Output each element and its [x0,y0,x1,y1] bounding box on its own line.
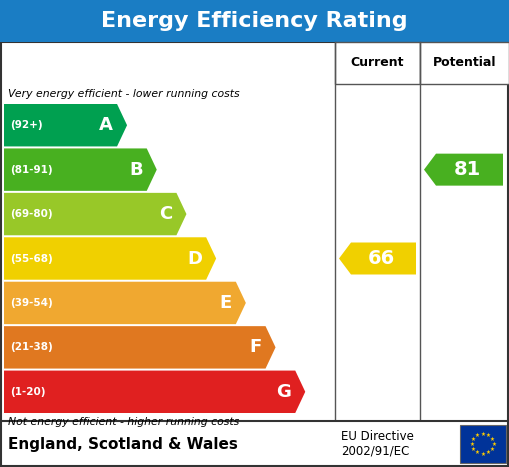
Text: Very energy efficient - lower running costs: Very energy efficient - lower running co… [8,89,240,99]
Text: C: C [159,205,173,223]
Text: 81: 81 [454,160,481,179]
Text: ★: ★ [486,433,491,438]
Text: G: G [276,383,291,401]
Bar [1,421,508,466]
Polygon shape [4,371,305,413]
Text: ★: ★ [492,441,496,446]
Text: ★: ★ [471,437,476,441]
Polygon shape [4,104,127,147]
Text: (81-91): (81-91) [10,165,52,175]
Polygon shape [4,193,186,235]
Text: ★: ★ [490,446,495,452]
Text: ★: ★ [480,432,486,437]
Text: ★: ★ [475,433,480,438]
Text: Energy Efficiency Rating: Energy Efficiency Rating [101,11,408,31]
Text: ★: ★ [490,437,495,441]
Polygon shape [4,149,157,191]
Polygon shape [339,242,416,275]
Text: (21-38): (21-38) [10,342,53,353]
Text: EU Directive
2002/91/EC: EU Directive 2002/91/EC [341,430,414,458]
Text: (92+): (92+) [10,120,43,130]
Text: B: B [129,161,143,179]
Text: England, Scotland & Wales: England, Scotland & Wales [8,437,238,452]
Text: Not energy efficient - higher running costs: Not energy efficient - higher running co… [8,417,239,427]
Bar [335,42,420,84]
Text: E: E [219,294,232,312]
Text: (55-68): (55-68) [10,254,53,263]
Bar [460,425,506,463]
Text: ★: ★ [471,446,476,452]
Text: (1-20): (1-20) [10,387,45,397]
Text: ★: ★ [470,441,474,446]
Text: ★: ★ [486,450,491,455]
Text: Potential: Potential [433,57,496,70]
Polygon shape [4,237,216,280]
Text: 66: 66 [368,249,395,268]
Text: ★: ★ [480,452,486,457]
Text: (69-80): (69-80) [10,209,52,219]
Text: D: D [187,249,202,268]
Bar [420,42,509,84]
Polygon shape [4,326,275,368]
Text: F: F [249,339,262,356]
Bar [0,0,509,42]
Polygon shape [424,154,503,186]
Text: Current: Current [351,57,404,70]
Polygon shape [4,282,246,324]
Text: (39-54): (39-54) [10,298,53,308]
Text: ★: ★ [475,450,480,455]
Text: A: A [99,116,113,134]
